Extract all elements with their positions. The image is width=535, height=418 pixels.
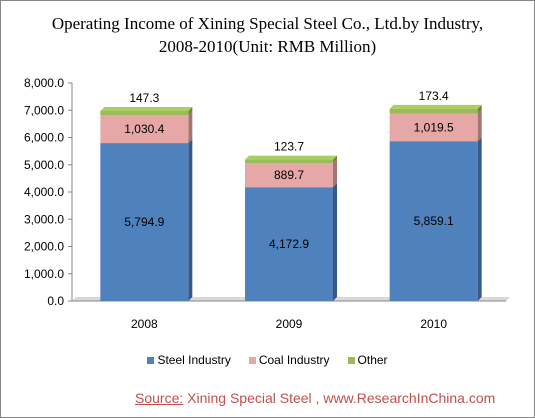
data-label: 123.7: [274, 140, 304, 154]
bar-side: [477, 137, 482, 301]
bar-top: [389, 104, 482, 109]
data-label: 1,019.5: [414, 120, 454, 134]
bar-top: [100, 106, 193, 111]
legend-label: Steel Industry: [157, 353, 231, 367]
bar-side: [333, 155, 337, 164]
bar-segment-other: [389, 108, 478, 114]
data-label: 173.4: [419, 89, 449, 103]
bar-side: [188, 111, 193, 144]
data-label: 5,794.9: [124, 215, 164, 229]
bar-segment-other: [100, 110, 189, 116]
legend-label: Coal Industry: [258, 353, 330, 367]
source-note: Source: Xining Special Steel , www.Resea…: [135, 390, 495, 406]
bar-segment-steel-industry: [389, 141, 478, 301]
bar-side: [477, 104, 482, 114]
legend-item: Coal Industry: [248, 353, 330, 367]
y-tick-label: 2,000.0: [24, 240, 64, 254]
bar-side: [333, 183, 337, 301]
data-label: 1,030.4: [124, 122, 164, 136]
x-tick-label: 2010: [420, 317, 447, 331]
chart-title-line2: 2008-2010(Unit: RMB Million): [158, 37, 377, 56]
y-tick-label: 5,000.0: [24, 158, 64, 172]
data-label: 4,172.9: [269, 237, 309, 251]
y-tick-label: 8,000.0: [24, 76, 64, 90]
bar-side: [188, 106, 193, 116]
data-label: 889.7: [274, 168, 304, 182]
data-label: 147.3: [129, 91, 159, 105]
legend-label: Other: [357, 353, 388, 367]
legend-swatch: [147, 356, 155, 364]
legend-swatch: [248, 356, 256, 364]
legend-item: Other: [347, 353, 388, 367]
chart-legend: Steel Industry Coal Industry Other: [1, 353, 534, 367]
source-text: Xining Special Steel , www.ResearchInChi…: [187, 390, 496, 406]
y-tick-label: 3,000.0: [24, 212, 64, 226]
x-tick-label: 2008: [131, 317, 158, 331]
bar-segment-other: [245, 159, 333, 164]
bar-side: [188, 139, 193, 301]
y-tick-label: 4,000.0: [24, 185, 64, 199]
legend-item: Steel Industry: [147, 353, 231, 367]
bar-segment-coal-industry: [100, 115, 189, 144]
bar-segment-steel-industry: [100, 143, 189, 301]
legend-swatch: [347, 356, 355, 364]
x-tick-label: 2009: [276, 317, 303, 331]
bar-segment-coal-industry: [389, 113, 478, 142]
data-label: 5,859.1: [414, 214, 454, 228]
bar-segment-coal-industry: [245, 163, 333, 188]
y-tick-label: 6,000.0: [24, 131, 64, 145]
bar-top: [245, 155, 337, 160]
bar-side: [477, 109, 482, 142]
chart-title-line1: Operating Income of Xining Special Steel…: [51, 14, 484, 33]
y-tick-label: 0.0: [47, 294, 64, 308]
source-label: Source:: [135, 390, 184, 406]
y-tick-label: 7,000.0: [24, 103, 64, 117]
bar-segment-steel-industry: [245, 187, 333, 301]
bar-side: [333, 159, 337, 188]
y-tick-label: 1,000.0: [24, 267, 64, 281]
